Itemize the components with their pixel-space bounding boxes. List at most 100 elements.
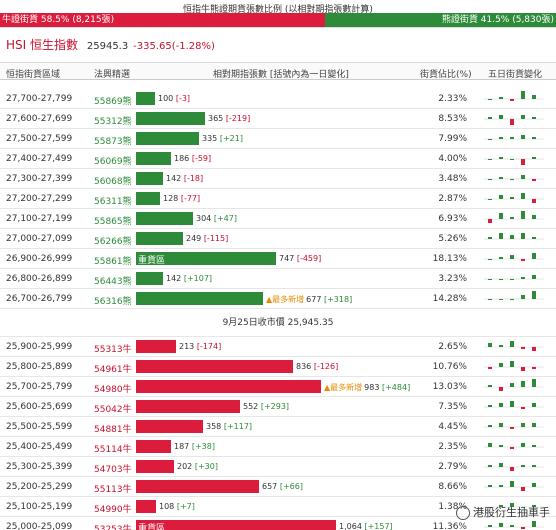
sparkline-bar <box>532 445 536 447</box>
contracts-value: 657 [+66] <box>262 482 303 491</box>
warrant-code-link[interactable]: 54980牛 <box>94 385 132 395</box>
range-cell: 25,500-25,599 <box>6 422 73 432</box>
table-row: 26,800-26,899 56443熊 142 [+107] 3.23% <box>0 269 556 289</box>
sparkline-bar <box>532 483 536 487</box>
warrant-code-link[interactable]: 55313牛 <box>94 345 132 355</box>
warrant-code-link[interactable]: 55113牛 <box>94 485 132 495</box>
share-percent: 10.76% <box>432 362 467 372</box>
bull-ratio-segment: 牛證街貨 58.5% (8,215張) <box>0 13 326 27</box>
table-row: 25,200-25,299 55113牛 657 [+66] 8.66% <box>0 477 556 497</box>
contracts-number: 335 <box>202 134 218 143</box>
contracts-value: ▲最多新增 677 [+318] <box>266 294 352 305</box>
warrant-code-link[interactable]: 54881牛 <box>94 425 132 435</box>
five-day-sparkline <box>484 211 544 223</box>
close-price-divider: 9月25日收市價 25,945.35 <box>0 309 556 337</box>
daily-change: [-219] <box>225 114 251 123</box>
contracts-bar <box>136 292 263 305</box>
sparkline-bar <box>532 237 536 239</box>
sparkline-bar <box>521 175 525 179</box>
sparkline-bar <box>510 159 514 160</box>
sparkline-bar <box>532 95 536 99</box>
warrant-code-link[interactable]: 56316熊 <box>94 297 132 307</box>
range-cell: 25,600-25,699 <box>6 402 73 412</box>
sparkline-bar <box>521 527 525 529</box>
sparkline-bar <box>510 447 514 449</box>
warrant-code-link[interactable]: 56311熊 <box>94 197 132 207</box>
sparkline-bar <box>488 507 492 508</box>
share-percent: 11.36% <box>432 522 467 530</box>
sparkline-bar <box>521 135 525 139</box>
sparkline-bar <box>521 487 525 491</box>
daily-change: [-77] <box>180 194 201 203</box>
sparkline-bar <box>488 299 492 300</box>
five-day-sparkline <box>484 521 544 529</box>
warrant-code-link[interactable]: 56266熊 <box>94 237 132 247</box>
warrant-code-link[interactable]: 53253牛 <box>94 525 132 530</box>
contracts-value: 100 [-3] <box>158 94 190 103</box>
warrant-code-link[interactable]: 56068熊 <box>94 177 132 187</box>
contracts-value: 142 [-18] <box>166 174 203 183</box>
warrant-code-link[interactable]: 56069熊 <box>94 157 132 167</box>
five-day-sparkline <box>484 401 544 409</box>
share-percent: 5.26% <box>438 234 467 244</box>
table-row: 25,400-25,499 55114牛 187 [+38] 2.35% <box>0 437 556 457</box>
contracts-number: 142 <box>166 174 182 183</box>
sparkline-bar <box>532 347 536 351</box>
sparkline-bar <box>510 99 514 101</box>
table-row: 27,400-27,499 56069熊 186 [-59] 4.00% <box>0 149 556 169</box>
sparkline-bar <box>499 485 503 487</box>
sparkline-bar <box>499 505 503 507</box>
warrant-code-link[interactable]: 56443熊 <box>94 277 132 287</box>
contracts-bar <box>136 500 156 513</box>
sparkline-bar <box>499 523 503 527</box>
sparkline-bar <box>532 137 536 139</box>
sparkline-bar <box>521 507 525 508</box>
warrant-code-link[interactable]: 55114牛 <box>94 445 132 455</box>
col-spark: 五日街貨變化 <box>488 70 543 80</box>
warrant-code-link[interactable]: 55873熊 <box>94 137 132 147</box>
watermark: 港股衍生抽車手 <box>456 504 550 520</box>
table-row: 25,300-25,399 54703牛 202 [+30] 2.79% <box>0 457 556 477</box>
contracts-number: 677 <box>306 295 322 304</box>
sparkline-bar <box>499 403 503 407</box>
col-bar: 相對期指張數 [括號內為一日變化] <box>213 70 349 80</box>
table-row: 25,500-25,599 54881牛 358 [+117] 4.45% <box>0 417 556 437</box>
contracts-value: 836 [-126] <box>296 362 338 371</box>
contracts-number: 836 <box>296 362 312 371</box>
contracts-bar: 重貨區 <box>136 520 336 530</box>
sparkline-bar <box>521 347 525 349</box>
table-row: 27,000-27,099 56266熊 249 [-115] 5.26% <box>0 229 556 249</box>
warrant-code-link[interactable]: 55312熊 <box>94 117 132 127</box>
sparkline-bar <box>488 425 492 427</box>
contracts-value: 365 [-219] <box>208 114 250 123</box>
share-percent: 4.00% <box>438 154 467 164</box>
contracts-bar <box>136 420 203 433</box>
daily-change: [-115] <box>203 234 229 243</box>
warrant-code-link[interactable]: 55865熊 <box>94 217 132 227</box>
share-percent: 13.03% <box>432 382 467 392</box>
sparkline-bar <box>532 505 536 507</box>
sparkline-bar <box>488 525 492 527</box>
contracts-value: 358 [+117] <box>206 422 252 431</box>
five-day-sparkline <box>484 361 544 371</box>
range-cell: 27,700-27,799 <box>6 94 73 104</box>
daily-change: [+38] <box>191 442 215 451</box>
contracts-number: 128 <box>163 194 179 203</box>
table-row: 27,600-27,699 55312熊 365 [-219] 8.53% <box>0 109 556 129</box>
warrant-code-link[interactable]: 55861熊 <box>94 257 132 267</box>
table-row: 27,300-27,399 56068熊 142 [-18] 3.48% <box>0 169 556 189</box>
table-row: 26,700-26,799 56316熊 ▲最多新增 677 [+318] 14.28% <box>0 289 556 309</box>
warrant-code-link[interactable]: 54961牛 <box>94 365 132 375</box>
warrant-code-link[interactable]: 55042牛 <box>94 405 132 415</box>
range-cell: 27,600-27,699 <box>6 114 73 124</box>
sparkline-bar <box>499 387 503 391</box>
index-name: HSI 恒生指數 <box>6 38 78 52</box>
contracts-value: 1,064 [+157] <box>339 522 393 530</box>
five-day-sparkline <box>484 503 544 508</box>
sparkline-bar <box>499 279 503 280</box>
sparkline-bar <box>532 253 536 259</box>
five-day-sparkline <box>484 443 544 449</box>
warrant-code-link[interactable]: 54990牛 <box>94 505 132 515</box>
warrant-code-link[interactable]: 54703牛 <box>94 465 132 475</box>
warrant-code-link[interactable]: 55869熊 <box>94 97 132 107</box>
